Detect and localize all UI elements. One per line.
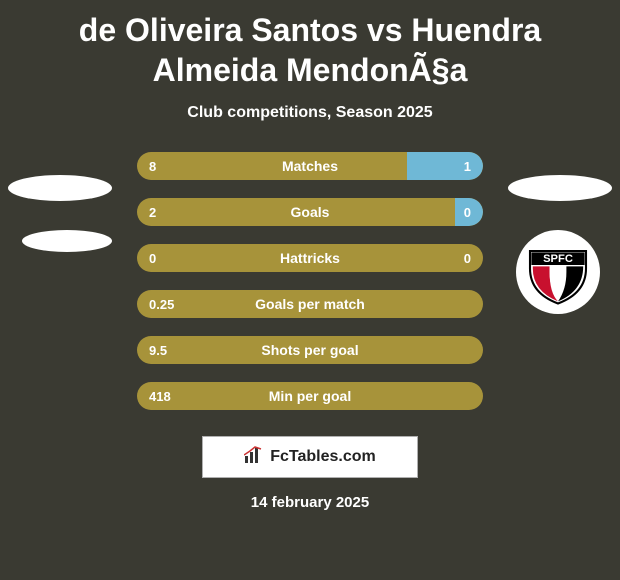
stat-fill-right (407, 152, 483, 180)
stat-value-right: 0 (464, 251, 471, 266)
footer-date: 14 february 2025 (0, 494, 620, 511)
stat-value-right: 0 (464, 205, 471, 220)
spfc-badge: SPFC (516, 230, 600, 314)
chart-icon (244, 446, 264, 469)
stat-value-left: 418 (149, 389, 171, 404)
stat-row: 0.25 Goals per match (137, 290, 483, 318)
stat-row: 2 Goals 0 (137, 198, 483, 226)
spfc-shield-icon: SPFC (523, 237, 593, 307)
stat-value-left: 0.25 (149, 297, 174, 312)
stat-value-left: 9.5 (149, 343, 167, 358)
placeholder-oval-left-2 (22, 230, 112, 252)
placeholder-oval-right-1 (508, 175, 612, 201)
stat-label: Hattricks (280, 250, 340, 266)
stat-row: 9.5 Shots per goal (137, 336, 483, 364)
attribution-label: FcTables.com (270, 448, 376, 466)
comparison-infographic: de Oliveira Santos vs Huendra Almeida Me… (0, 0, 620, 580)
stat-row: 8 Matches 1 (137, 152, 483, 180)
spfc-letters: SPFC (543, 253, 573, 265)
stat-row: 0 Hattricks 0 (137, 244, 483, 272)
attribution-box[interactable]: FcTables.com (202, 436, 418, 478)
stat-value-left: 0 (149, 251, 156, 266)
stat-label: Matches (282, 158, 338, 174)
stat-value-right: 1 (464, 159, 471, 174)
stat-label: Goals per match (255, 296, 365, 312)
placeholder-oval-left-1 (8, 175, 112, 201)
stat-value-left: 2 (149, 205, 156, 220)
stat-row: 418 Min per goal (137, 382, 483, 410)
page-title: de Oliveira Santos vs Huendra Almeida Me… (0, 0, 620, 90)
stats-container: 8 Matches 1 2 Goals 0 0 Hattricks 0 0.25 Goals per… (137, 152, 483, 410)
subtitle: Club competitions, Season 2025 (0, 104, 620, 122)
stat-label: Goals (291, 204, 330, 220)
stat-label: Shots per goal (261, 342, 358, 358)
stat-label: Min per goal (269, 388, 351, 404)
stat-value-left: 8 (149, 159, 156, 174)
